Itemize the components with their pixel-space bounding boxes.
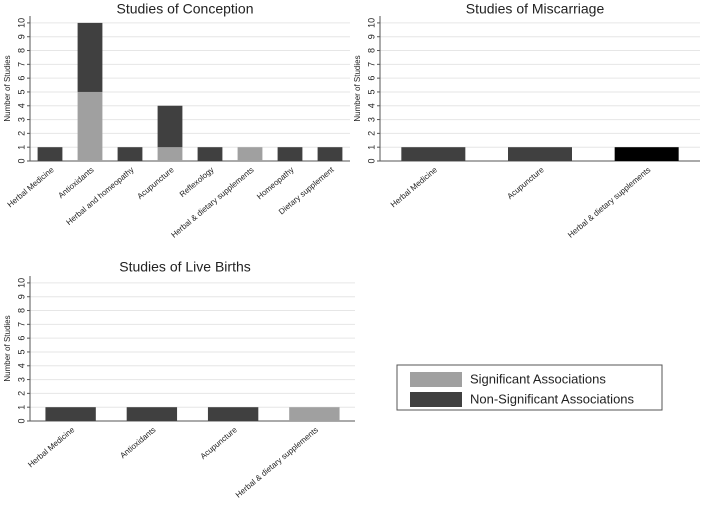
y-axis-label: Number of Studies <box>3 55 12 121</box>
bar-segment <box>45 407 96 421</box>
x-tick-label: Herbal Medicine <box>389 165 439 209</box>
bar-segment <box>207 407 259 421</box>
y-tick-label: 10 <box>366 18 376 28</box>
chart-title: Studies of Miscarriage <box>466 1 605 17</box>
x-tick-label: Herbal Medicine <box>26 425 76 469</box>
y-tick-label: 2 <box>16 131 26 136</box>
bar-segment <box>317 147 343 161</box>
x-tick-label: Antioxidants <box>118 425 157 460</box>
y-tick-label: 1 <box>366 145 376 150</box>
y-tick-label: 10 <box>16 18 26 28</box>
chart-title: Studies of Conception <box>117 1 254 17</box>
x-tick-label: Homeopathy <box>255 165 296 201</box>
y-tick-label: 8 <box>16 48 26 53</box>
bar-segment <box>237 147 263 161</box>
y-tick-label: 8 <box>16 308 26 313</box>
x-tick-label: Herbal & dietary supplements <box>169 165 255 239</box>
x-tick-label: Herbal and homeopathy <box>64 165 135 227</box>
y-tick-label: 2 <box>16 391 26 396</box>
y-tick-label: 10 <box>16 278 26 288</box>
y-tick-label: 9 <box>16 294 26 299</box>
y-tick-label: 0 <box>366 158 376 163</box>
legend-swatch <box>410 392 462 407</box>
y-tick-label: 1 <box>16 145 26 150</box>
y-tick-label: 7 <box>16 62 26 67</box>
bar-segment <box>508 147 572 161</box>
y-tick-label: 9 <box>366 34 376 39</box>
y-axis-label: Number of Studies <box>3 315 12 381</box>
y-tick-label: 7 <box>16 322 26 327</box>
x-tick-label: Acupuncture <box>199 425 240 461</box>
y-tick-label: 2 <box>366 131 376 136</box>
x-tick-label: Acupuncture <box>505 165 546 201</box>
bar-segment <box>289 407 340 421</box>
x-tick-label: Herbal & dietary supplements <box>234 425 320 499</box>
y-tick-label: 3 <box>16 117 26 122</box>
chart-title: Studies of Live Births <box>119 259 251 275</box>
bar-segment <box>157 147 183 161</box>
bar-segment <box>126 407 178 421</box>
y-tick-label: 4 <box>16 363 26 368</box>
legend-label: Significant Associations <box>470 371 606 386</box>
bar-segment <box>614 147 679 161</box>
y-tick-label: 5 <box>16 89 26 94</box>
y-tick-label: 0 <box>16 158 26 163</box>
legend-swatch <box>410 372 462 387</box>
y-tick-label: 3 <box>366 117 376 122</box>
y-tick-label: 9 <box>16 34 26 39</box>
y-axis-label: Number of Studies <box>353 55 362 121</box>
y-tick-label: 6 <box>16 336 26 341</box>
legend: Significant Associations Non-Significant … <box>396 364 663 411</box>
x-tick-label: Herbal & dietary supplements <box>566 165 652 239</box>
bar-segment <box>77 22 103 92</box>
y-tick-label: 5 <box>16 349 26 354</box>
y-tick-label: 4 <box>366 103 376 108</box>
y-tick-label: 1 <box>16 405 26 410</box>
y-tick-label: 7 <box>366 62 376 67</box>
y-tick-label: 3 <box>16 377 26 382</box>
bar-segment <box>197 147 223 161</box>
y-tick-label: 6 <box>366 76 376 81</box>
y-tick-label: 0 <box>16 418 26 423</box>
x-tick-label: Herbal Medicine <box>6 165 56 209</box>
bar-segment <box>157 105 183 148</box>
x-tick-label: Reflexology <box>178 165 216 199</box>
bar-segment <box>77 91 103 161</box>
x-tick-label: Acupuncture <box>135 165 176 201</box>
y-tick-label: 4 <box>16 103 26 108</box>
bar-segment <box>401 147 466 161</box>
legend-label: Non-Significant Associations <box>470 391 635 406</box>
y-tick-label: 6 <box>16 76 26 81</box>
bar-segment <box>277 147 303 161</box>
x-tick-label: Antioxidants <box>56 165 95 200</box>
y-tick-label: 8 <box>366 48 376 53</box>
bar-segment <box>117 147 143 161</box>
y-tick-label: 5 <box>366 89 376 94</box>
bar-segment <box>37 147 63 161</box>
